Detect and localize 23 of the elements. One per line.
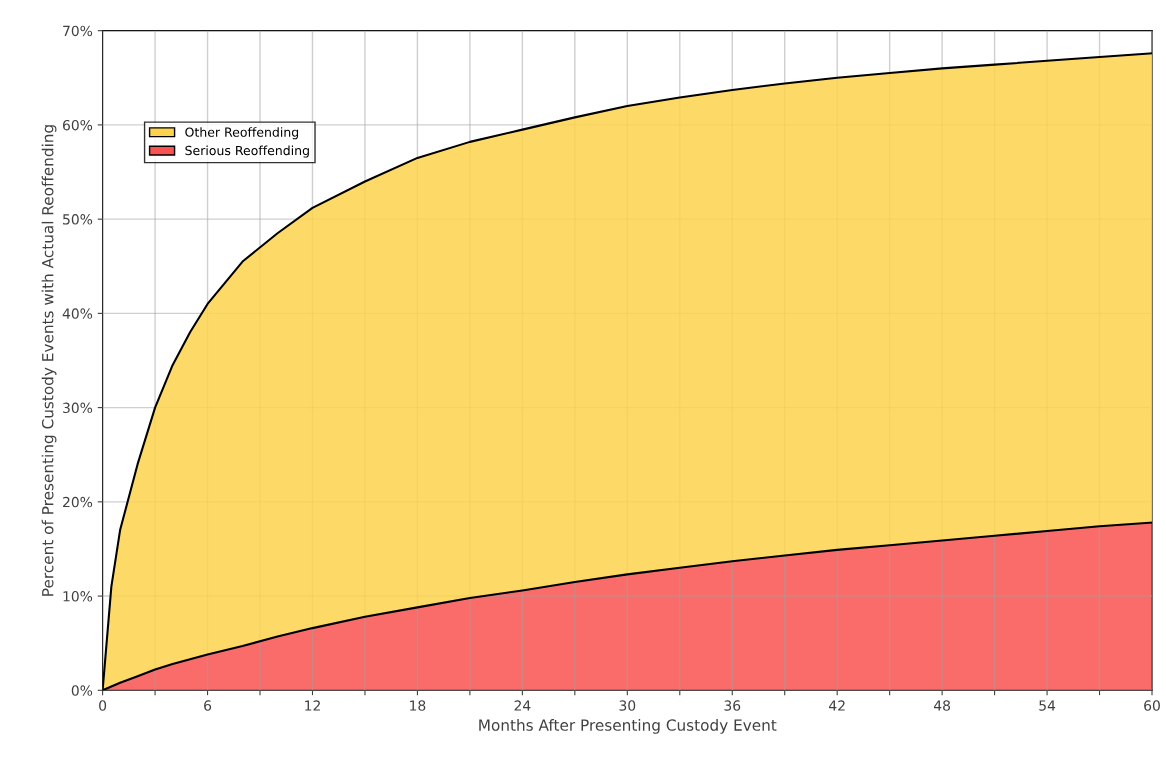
- y-tick-label: 20%: [63, 496, 93, 508]
- legend-label: Other Reoffending: [185, 127, 299, 140]
- y-tick-label: 70%: [63, 25, 93, 37]
- x-tick-label: 18: [410, 700, 426, 711]
- x-tick-label: 60: [1144, 700, 1160, 711]
- y-tick-label: 40%: [62, 308, 93, 319]
- x-tick-label: 48: [933, 700, 951, 711]
- y-tick-label: 0%: [71, 685, 93, 696]
- x-tick-label: 6: [204, 700, 212, 711]
- y-tick-label: 30%: [63, 402, 93, 414]
- y-tick-label: 50%: [63, 214, 93, 225]
- y-axis-title: Percent of Presenting Custody Events with Actual Reoffending: [41, 125, 57, 596]
- x-tick-label: 12: [305, 700, 320, 711]
- legend-label: Serious Reoffending: [185, 145, 309, 158]
- x-tick-label: 24: [514, 700, 531, 711]
- x-axis-title: Months After Presenting Custody Event: [479, 719, 777, 734]
- y-tick-label: 10%: [63, 591, 93, 602]
- x-tick-label: 42: [829, 700, 845, 711]
- x-tick-label: 54: [1039, 700, 1056, 711]
- x-tick-label: 36: [724, 700, 741, 711]
- x-tick-label: 30: [619, 700, 636, 711]
- x-tick-label: 0: [99, 700, 107, 711]
- y-tick-label: 60%: [62, 119, 93, 131]
